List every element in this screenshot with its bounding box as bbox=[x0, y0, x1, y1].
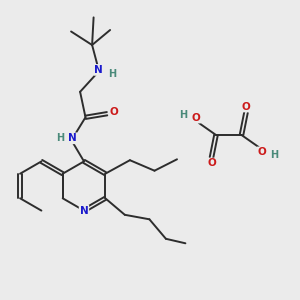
Text: O: O bbox=[207, 158, 216, 169]
Text: O: O bbox=[257, 147, 266, 158]
Text: O: O bbox=[191, 112, 200, 123]
Text: H: H bbox=[56, 133, 65, 143]
Text: N: N bbox=[68, 133, 77, 143]
Text: H: H bbox=[179, 110, 187, 120]
Text: N: N bbox=[80, 206, 88, 216]
Text: O: O bbox=[109, 107, 118, 117]
Text: H: H bbox=[108, 69, 116, 80]
Text: O: O bbox=[242, 101, 250, 112]
Text: N: N bbox=[94, 65, 103, 75]
Text: H: H bbox=[270, 150, 279, 161]
